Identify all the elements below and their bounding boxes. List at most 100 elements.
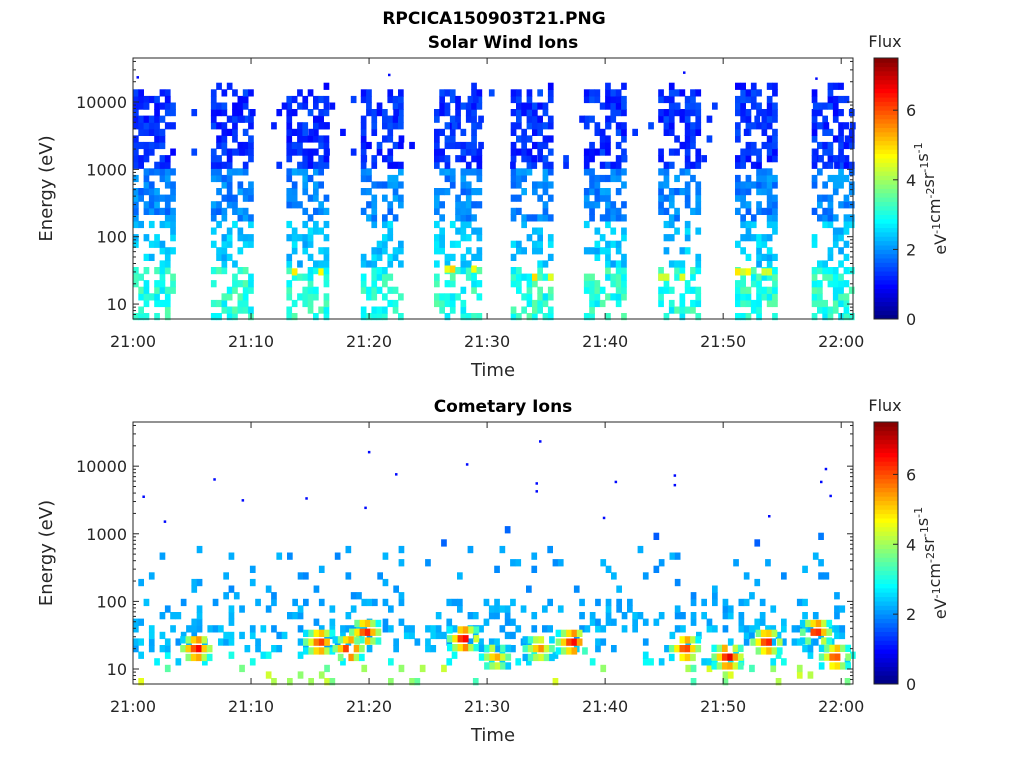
flux-cell <box>848 168 855 176</box>
flux-cell <box>478 115 484 123</box>
flux-cell <box>387 95 394 104</box>
colorbar-segment <box>874 670 898 676</box>
flux-cell <box>811 109 818 117</box>
flux-cell <box>323 313 330 321</box>
flux-cell <box>133 102 139 110</box>
flux-cell <box>133 89 139 97</box>
flux-cell <box>382 273 388 281</box>
flux-cell <box>387 115 394 123</box>
flux-cell <box>239 631 245 640</box>
flux-cell <box>164 155 171 163</box>
flux-cell <box>226 306 233 314</box>
flux-cell <box>765 559 771 567</box>
colorbar-segment <box>874 227 898 233</box>
flux-cell <box>313 188 319 196</box>
flux-cell <box>827 201 834 209</box>
flux-cell <box>313 194 319 202</box>
flux-cell <box>291 168 298 176</box>
flux-cell <box>594 247 601 255</box>
flux-cell <box>133 174 139 183</box>
flux-cell <box>297 625 304 633</box>
flux-cell <box>832 95 839 104</box>
flux-cell <box>526 102 533 110</box>
flux-cell <box>392 174 399 183</box>
flux-cell <box>210 299 217 308</box>
flux-cell <box>684 109 691 117</box>
flux-cell <box>366 293 372 301</box>
flux-cell <box>307 214 314 222</box>
flux-cell <box>832 240 839 248</box>
flux-cell <box>822 161 828 169</box>
flux-cell <box>449 141 456 150</box>
flux-cell <box>605 565 612 573</box>
flux-cell <box>313 148 319 156</box>
flux-cell <box>521 247 527 255</box>
flux-cell <box>605 247 611 255</box>
flux-cell <box>695 253 702 261</box>
flux-cell <box>826 637 833 645</box>
flux-cell <box>770 664 777 673</box>
flux-cell <box>291 128 298 136</box>
flux-cell <box>489 653 496 661</box>
flux-cell <box>827 141 834 150</box>
flux-cell <box>605 598 612 607</box>
flux-cell <box>679 313 686 321</box>
flux-cell <box>781 625 787 633</box>
flux-cell <box>766 201 773 209</box>
flux-cell <box>371 181 378 189</box>
flux-cell <box>796 598 803 607</box>
flux-cell <box>822 214 828 222</box>
flux-cell <box>589 618 596 626</box>
flux-cell <box>735 102 741 110</box>
flux-cell <box>642 618 649 626</box>
flux-cell <box>138 128 144 136</box>
flux-cell <box>164 89 171 97</box>
flux-cell <box>690 618 697 626</box>
flux-cell <box>802 598 808 607</box>
flux-cell <box>621 122 627 130</box>
flux-cell <box>834 612 840 620</box>
flux-cell <box>832 181 839 189</box>
flux-cell <box>772 155 778 163</box>
flux-cell <box>510 306 517 314</box>
flux-cell <box>663 115 670 123</box>
flux-cell <box>191 109 198 117</box>
flux-cell <box>743 625 750 633</box>
flux-cell <box>615 161 622 169</box>
flux-cell <box>286 280 293 288</box>
flux-cell <box>766 234 773 242</box>
flux-cell <box>249 565 256 573</box>
flux-cell <box>388 678 394 686</box>
flux-cell <box>425 638 431 646</box>
flux-cell <box>170 247 176 255</box>
flux-cell <box>766 293 773 301</box>
flux-cell <box>221 247 228 255</box>
flux-cell <box>223 592 229 600</box>
flux-cell <box>621 214 627 222</box>
flux-cell <box>226 234 233 242</box>
flux-cell <box>679 636 686 644</box>
flux-cell <box>249 631 256 640</box>
flux-cell <box>738 612 745 620</box>
flux-cell <box>516 280 522 288</box>
colorbar-segment <box>874 535 898 541</box>
flux-cell <box>307 89 314 97</box>
flux-cell <box>449 135 456 143</box>
flux-cell <box>376 253 383 261</box>
flux-cell <box>743 631 750 640</box>
flux-cell <box>476 227 483 235</box>
flux-cell <box>371 280 378 288</box>
flux-cell <box>388 625 394 633</box>
flux-cell <box>170 148 176 156</box>
flux-cell <box>772 102 778 110</box>
flux-cell <box>226 148 233 156</box>
flux-cell <box>472 612 479 620</box>
flux-cell <box>133 220 139 229</box>
flux-cell <box>307 234 314 242</box>
flux-cell <box>740 148 746 156</box>
flux-cell <box>817 102 823 110</box>
flux-cell <box>838 227 844 235</box>
flux-cell <box>510 181 517 189</box>
flux-cell <box>658 293 664 301</box>
flux-cell <box>740 286 746 294</box>
